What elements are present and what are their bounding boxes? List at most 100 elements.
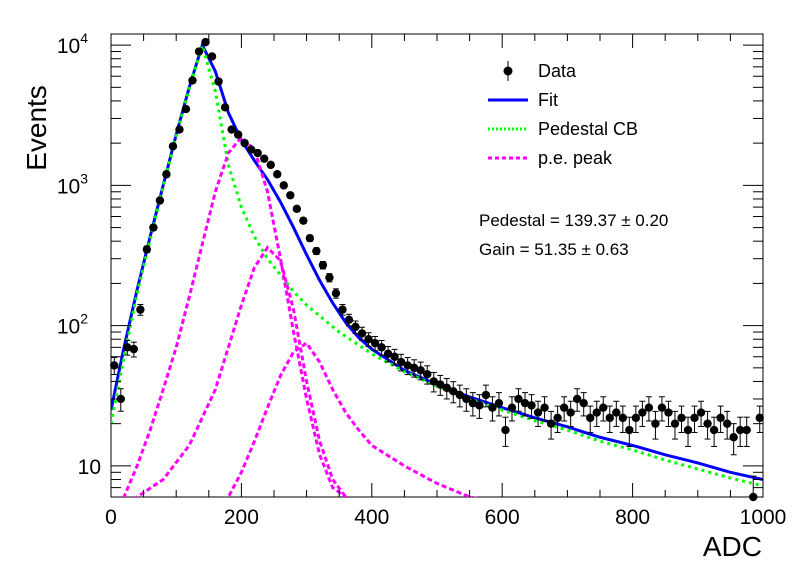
data-marker [462, 394, 471, 404]
legend-item: Pedestal CB [488, 119, 638, 139]
series-p-e-peak-1-line [121, 135, 350, 497]
legend-item: Data [503, 61, 577, 81]
data-marker [136, 305, 145, 314]
data-marker [657, 403, 667, 412]
data-point [409, 359, 419, 378]
x-tick-label: 200 [224, 506, 259, 529]
data-point [572, 388, 582, 412]
data-marker [716, 413, 725, 423]
data-marker [168, 142, 178, 151]
data-marker [318, 260, 328, 270]
fit-annotation: Gain = 51.35 ± 0.63 [479, 240, 629, 259]
data-point [481, 384, 491, 408]
data-point [253, 148, 262, 158]
data-marker [618, 413, 628, 423]
data-point [175, 125, 184, 134]
series-p-e-peak-2-line [133, 245, 349, 497]
data-point [312, 246, 321, 256]
data-point [188, 76, 197, 85]
data-marker [436, 380, 445, 389]
data-marker [279, 181, 288, 190]
data-point [475, 394, 484, 419]
data-marker [599, 403, 608, 412]
data-point [429, 371, 438, 393]
legend-label: Data [538, 61, 577, 81]
data-marker [227, 125, 236, 134]
data-point [651, 410, 660, 440]
data-marker [429, 377, 438, 386]
data-marker [455, 390, 465, 400]
data-point [370, 335, 380, 352]
data-marker [501, 425, 510, 435]
data-marker [129, 344, 139, 354]
y-axis-ticks: 10 102 103 104 [57, 30, 763, 498]
data-point [696, 400, 706, 427]
data-point [533, 400, 543, 427]
y-axis-title: Events [21, 85, 52, 171]
data-point [181, 104, 191, 114]
fit-curves [111, 40, 763, 497]
data-marker [572, 394, 582, 404]
x-axis-title: ADC [703, 531, 762, 562]
data-point [599, 396, 608, 422]
data-marker [586, 413, 595, 423]
data-marker [709, 425, 719, 435]
data-point [246, 145, 256, 154]
data-point [279, 181, 288, 190]
data-point [514, 388, 523, 412]
data-marker [312, 246, 321, 256]
series-fit-line [111, 41, 763, 481]
data-marker [253, 148, 262, 158]
data-marker [123, 343, 132, 352]
data-point [396, 353, 406, 372]
data-point [351, 320, 360, 334]
data-point [240, 138, 249, 148]
data-marker [546, 419, 556, 428]
data-marker [559, 403, 569, 412]
data-marker [299, 216, 308, 225]
data-marker [514, 394, 523, 404]
data-marker [468, 398, 478, 408]
data-marker [605, 413, 614, 423]
data-marker [520, 398, 530, 408]
data-point [605, 405, 614, 433]
data-marker [664, 408, 673, 417]
x-tick-label: 400 [354, 506, 389, 529]
data-marker [325, 273, 334, 282]
data-point [612, 400, 621, 427]
data-marker [207, 52, 217, 61]
data-marker [527, 401, 536, 410]
data-marker [292, 204, 302, 214]
data-point [273, 170, 282, 179]
data-marker [266, 160, 275, 170]
data-points [110, 37, 764, 502]
data-marker [638, 408, 647, 417]
data-point [729, 423, 738, 456]
data-marker [181, 104, 191, 114]
data-marker [331, 289, 341, 298]
data-marker [651, 419, 660, 428]
data-marker [722, 419, 732, 428]
data-marker [625, 425, 634, 435]
x-tick-label: 0 [105, 506, 117, 529]
data-marker [240, 138, 249, 148]
data-point [716, 405, 725, 433]
data-point [742, 416, 751, 447]
data-marker [233, 130, 243, 139]
x-axis-ticks: 0 200 400 600 800 1000 [105, 34, 786, 529]
data-marker [338, 305, 347, 314]
data-point [592, 400, 601, 427]
data-point [207, 52, 217, 61]
data-marker [273, 170, 282, 179]
data-marker [220, 103, 230, 112]
data-point [214, 77, 223, 86]
data-marker [246, 145, 256, 154]
data-point [690, 405, 699, 433]
data-marker [683, 425, 693, 435]
data-point [703, 410, 712, 440]
data-marker [214, 77, 223, 86]
fit-annotations: Pedestal = 139.37 ± 0.20 Gain = 51.35 ± 0… [479, 211, 668, 259]
data-marker [644, 403, 654, 412]
legend-label: Pedestal CB [538, 119, 638, 139]
